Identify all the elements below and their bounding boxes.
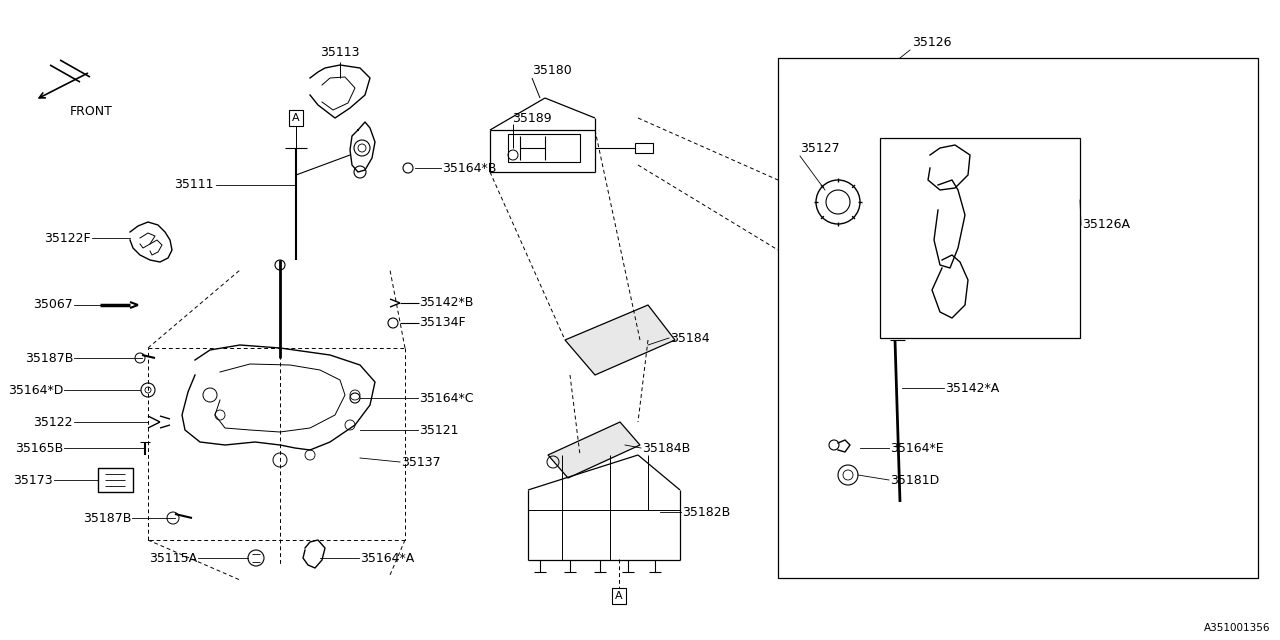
Text: 35182B: 35182B <box>682 506 731 518</box>
Text: 35137: 35137 <box>401 456 440 468</box>
Text: A351001356: A351001356 <box>1203 623 1270 633</box>
Text: 35142*B: 35142*B <box>419 296 474 310</box>
Text: 35126: 35126 <box>911 35 951 49</box>
Text: 35113: 35113 <box>320 47 360 60</box>
Bar <box>635 143 653 153</box>
Bar <box>508 134 580 162</box>
Text: A: A <box>292 113 300 123</box>
Text: 35067: 35067 <box>33 298 73 312</box>
Text: 35122: 35122 <box>33 415 73 429</box>
Text: 35164*A: 35164*A <box>360 552 415 564</box>
Text: 35165B: 35165B <box>15 442 63 454</box>
Text: 35122F: 35122F <box>45 232 91 244</box>
Text: 35164*B: 35164*B <box>442 161 497 175</box>
Text: 35115A: 35115A <box>148 552 197 564</box>
Text: 35164*E: 35164*E <box>890 442 943 454</box>
Text: 35111: 35111 <box>174 179 214 191</box>
Text: 35164*D: 35164*D <box>8 383 63 397</box>
Text: 35164*C: 35164*C <box>419 392 474 404</box>
Polygon shape <box>548 422 640 478</box>
Text: 35181D: 35181D <box>890 474 940 486</box>
Text: 35142*A: 35142*A <box>945 381 1000 394</box>
Text: 35134F: 35134F <box>419 317 466 330</box>
Text: 35121: 35121 <box>419 424 458 436</box>
Text: 35126A: 35126A <box>1082 218 1130 232</box>
Text: 35187B: 35187B <box>24 351 73 365</box>
Text: FRONT: FRONT <box>70 105 113 118</box>
Text: 35184B: 35184B <box>643 442 690 454</box>
Text: 35187B: 35187B <box>83 511 131 525</box>
Text: 35184: 35184 <box>669 332 709 344</box>
Bar <box>99 468 133 492</box>
Text: 35180: 35180 <box>532 63 572 77</box>
Text: 35173: 35173 <box>13 474 52 486</box>
Text: 35189: 35189 <box>512 111 552 125</box>
Text: 35127: 35127 <box>800 141 840 154</box>
Text: A: A <box>616 591 623 601</box>
Bar <box>881 138 1080 338</box>
Bar <box>778 58 1258 578</box>
Polygon shape <box>564 305 675 375</box>
